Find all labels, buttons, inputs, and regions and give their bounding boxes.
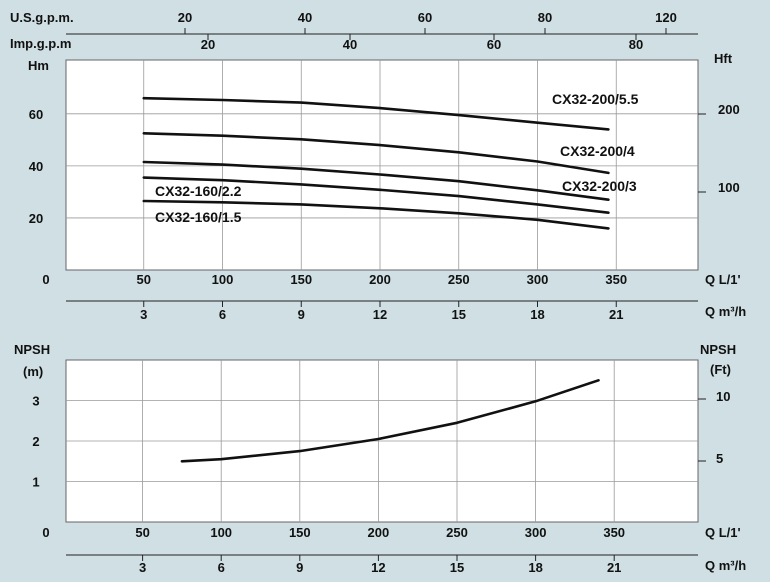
impgpm-tick-label: 60: [487, 37, 501, 52]
q-lmin-tick-label: 300: [527, 272, 549, 287]
npsh-q-m3h-tick-label: 3: [139, 560, 146, 575]
npsh-m-tick-label: 1: [32, 475, 39, 490]
npsh-q-lmin-tick-label: 100: [210, 525, 232, 540]
npsh-m-tick-label: 0: [42, 525, 49, 540]
q-m3h-tick-label: 15: [452, 307, 466, 322]
npsh-ft-axis-unit: (Ft): [710, 362, 731, 377]
series-label: CX32-200/3: [562, 178, 637, 194]
hm-axis-label: Hm: [28, 58, 49, 73]
q-m3h-tick-label: 9: [298, 307, 305, 322]
npsh-m-tick-label: 2: [32, 434, 39, 449]
npsh-ft-tick-label: 5: [716, 451, 723, 466]
impgpm-tick-label: 40: [343, 37, 357, 52]
usgpm-axis-label: U.S.g.p.m.: [10, 10, 74, 25]
q-lmin-axis-label: Q L/1': [705, 272, 741, 287]
q-lmin-tick-label: 100: [212, 272, 234, 287]
npsh-ft-axis-label: NPSH: [700, 342, 736, 357]
q-lmin-tick-label: 350: [605, 272, 627, 287]
npsh-q-m3h-tick-label: 6: [218, 560, 225, 575]
hm-tick-label: 40: [29, 159, 43, 174]
npsh-curve-line: [180, 379, 600, 463]
impgpm-axis-label: Imp.g.p.m: [10, 36, 71, 51]
q-m3h-axis-label: Q m³/h: [705, 304, 746, 319]
q-lmin-tick-label: 50: [137, 272, 151, 287]
q-m3h-tick-label: 6: [219, 307, 226, 322]
npsh-m-tick-label: 3: [32, 394, 39, 409]
series-label: CX32-160/2.2: [155, 183, 242, 199]
npsh-q-lmin-tick-label: 50: [135, 525, 149, 540]
hm-tick-label: 20: [29, 211, 43, 226]
npsh-q-lmin-tick-label: 300: [525, 525, 547, 540]
series-label: CX32-200/5.5: [552, 91, 639, 107]
hft-tick-label: 200: [718, 102, 740, 117]
q-m3h-tick-label: 18: [530, 307, 544, 322]
npsh-ft-tick-label: 10: [716, 389, 730, 404]
npsh-q-lmin-tick-label: 350: [603, 525, 625, 540]
q-lmin-tick-label: 200: [369, 272, 391, 287]
series-lines: [142, 96, 610, 463]
npsh-q-m3h-tick-label: 18: [528, 560, 542, 575]
q-m3h-tick-label: 21: [609, 307, 623, 322]
npsh-q-m3h-tick-label: 15: [450, 560, 464, 575]
usgpm-tick-label: 20: [178, 10, 192, 25]
npsh-q-lmin-tick-label: 150: [289, 525, 311, 540]
plot-backgrounds: [65, 59, 699, 523]
impgpm-tick-label: 80: [629, 37, 643, 52]
npsh-q-m3h-tick-label: 9: [296, 560, 303, 575]
npsh-q-lmin-tick-label: 250: [446, 525, 468, 540]
npsh-q-m3h-axis-label: Q m³/h: [705, 558, 746, 573]
series-line-cx32-200-3: [142, 160, 610, 201]
npsh-m-axis-unit: (m): [23, 364, 43, 379]
q-lmin-tick-label: 150: [290, 272, 312, 287]
usgpm-tick-label: 60: [418, 10, 432, 25]
npsh-q-lmin-axis-label: Q L/1': [705, 525, 741, 540]
series-line-cx32-200-5-5: [142, 96, 610, 131]
series-line-cx32-200-4: [142, 132, 610, 175]
usgpm-tick-label: 80: [538, 10, 552, 25]
series-line-cx32-160-2-2: [142, 176, 610, 214]
npsh-q-m3h-tick-label: 12: [371, 560, 385, 575]
grid-lines: [66, 28, 706, 561]
npsh-m-axis-label: NPSH: [14, 342, 50, 357]
performance-plot-area: [65, 59, 699, 271]
q-m3h-tick-label: 3: [140, 307, 147, 322]
series-label: CX32-200/4: [560, 143, 635, 159]
usgpm-tick-label: 120: [655, 10, 677, 25]
q-lmin-tick-label: 250: [448, 272, 470, 287]
usgpm-tick-label: 40: [298, 10, 312, 25]
npsh-q-lmin-tick-label: 200: [368, 525, 390, 540]
npsh-q-m3h-tick-label: 21: [607, 560, 621, 575]
series-label: CX32-160/1.5: [155, 209, 242, 225]
hft-axis-label: Hft: [714, 51, 733, 66]
q-m3h-tick-label: 12: [373, 307, 387, 322]
hm-tick-label: 60: [29, 107, 43, 122]
impgpm-tick-label: 20: [201, 37, 215, 52]
hft-tick-label: 100: [718, 180, 740, 195]
series-line-cx32-160-1-5: [142, 199, 610, 230]
hm-tick-label: 0: [42, 272, 49, 287]
